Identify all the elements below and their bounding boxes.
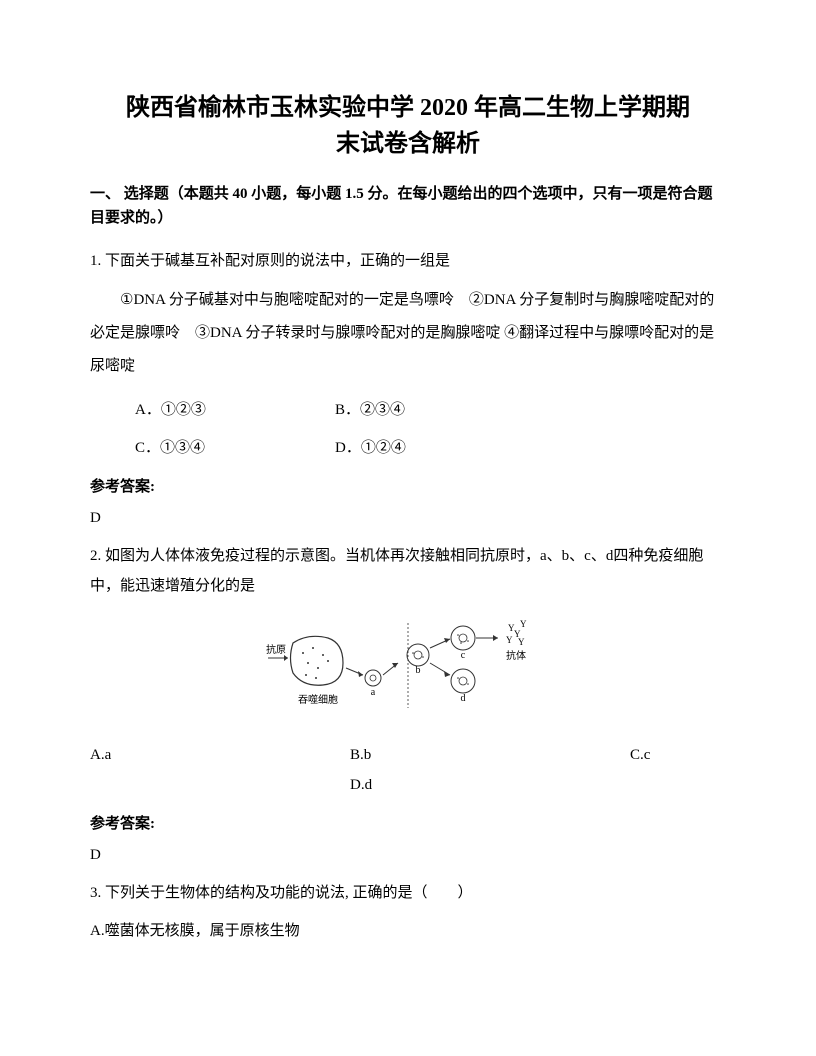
- section-header: 一、 选择题（本题共 40 小题，每小题 1.5 分。在每小题给出的四个选项中，…: [90, 182, 726, 230]
- q2-answer: D: [90, 847, 726, 864]
- q1-answer-label: 参考答案:: [90, 475, 726, 496]
- q3-stem: 3. 下列关于生物体的结构及功能的说法, 正确的是（ ）: [90, 878, 726, 908]
- q3-option-a: A.噬菌体无核膜，属于原核生物: [90, 916, 726, 946]
- page-title: 陕西省榆林市玉林实验中学 2020 年高二生物上学期期 末试卷含解析: [90, 90, 726, 162]
- q1-option-b: B．②③④: [335, 395, 535, 425]
- title-line-2: 末试卷含解析: [90, 126, 726, 162]
- q2-option-d: D.d: [90, 770, 726, 800]
- question-2: 2. 如图为人体体液免疫过程的示意图。当机体再次接触相同抗原时，a、b、c、d四…: [90, 541, 726, 800]
- title-line-1: 陕西省榆林市玉林实验中学 2020 年高二生物上学期期: [90, 90, 726, 126]
- q2-options: A.a B.b C.c D.d: [90, 740, 726, 800]
- question-1: 1. 下面关于碱基互补配对原则的说法中，正确的一组是 ①DNA 分子碱基对中与胞…: [90, 246, 726, 463]
- antibody-y5: Y: [518, 637, 525, 647]
- antibody-y2: Y: [520, 619, 527, 629]
- cell-b-label: b: [416, 665, 421, 676]
- q1-option-c: C．①③④: [135, 433, 335, 463]
- immune-diagram: 抗原 吞噬细胞 a b: [258, 613, 558, 713]
- cell-c-label: c: [461, 650, 466, 661]
- q1-option-d: D．①②④: [335, 433, 535, 463]
- q2-stem: 2. 如图为人体体液免疫过程的示意图。当机体再次接触相同抗原时，a、b、c、d四…: [90, 541, 726, 601]
- phagocyte-label: 吞噬细胞: [298, 693, 338, 706]
- q2-option-c: C.c: [630, 740, 710, 770]
- antigen-label: 抗原: [266, 643, 286, 656]
- antibody-y4: Y: [506, 635, 513, 645]
- antibody-label: 抗体: [506, 649, 526, 662]
- q2-diagram-container: 抗原 吞噬细胞 a b: [90, 613, 726, 724]
- q2-option-b: B.b: [350, 740, 630, 770]
- cell-d-label: d: [461, 693, 466, 704]
- q2-option-a: A.a: [90, 740, 350, 770]
- q1-options-row-2: C．①③④ D．①②④: [90, 433, 726, 463]
- q1-stem: 1. 下面关于碱基互补配对原则的说法中，正确的一组是: [90, 246, 726, 276]
- cell-a-label: a: [371, 687, 376, 698]
- q1-options-row-1: A．①②③ B．②③④: [90, 395, 726, 425]
- q1-option-a: A．①②③: [135, 395, 335, 425]
- q1-statements: ①DNA 分子碱基对中与胞嘧啶配对的一定是鸟嘌呤 ②DNA 分子复制时与胸腺嘧啶…: [90, 284, 726, 383]
- q2-answer-label: 参考答案:: [90, 812, 726, 833]
- question-3: 3. 下列关于生物体的结构及功能的说法, 正确的是（ ） A.噬菌体无核膜，属于…: [90, 878, 726, 946]
- q1-answer: D: [90, 510, 726, 527]
